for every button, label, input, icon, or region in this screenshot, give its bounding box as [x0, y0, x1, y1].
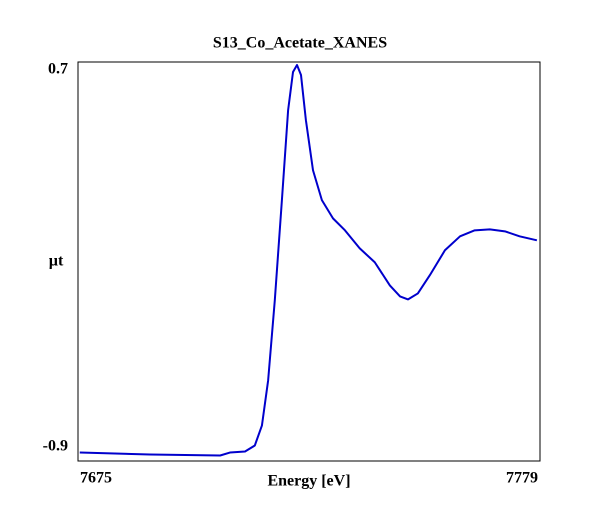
x-axis-label: Energy [eV] — [267, 473, 350, 490]
y-tick-label: -0.9 — [43, 438, 68, 455]
x-tick-label: 7779 — [506, 470, 538, 487]
chart-title: S13_Co_Acetate_XANES — [213, 35, 387, 52]
data-line — [79, 63, 538, 457]
x-tick-label: 7675 — [80, 470, 112, 487]
plot-frame — [77, 61, 541, 462]
y-tick-label: 0.7 — [48, 61, 68, 78]
y-axis-label: µt — [49, 253, 64, 270]
